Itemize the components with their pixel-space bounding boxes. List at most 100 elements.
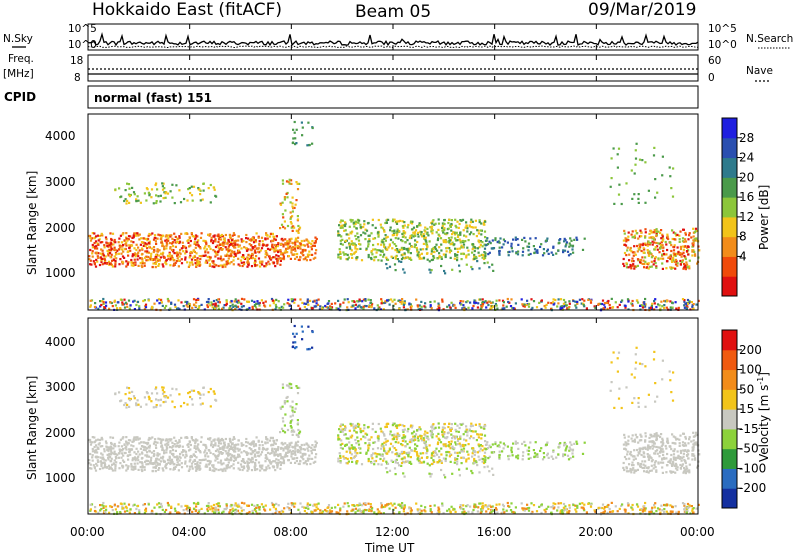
power-cell [629,265,632,268]
power-cell [250,239,253,242]
power-cell [456,239,459,242]
power-cell [524,240,527,243]
velocity-cell [223,443,226,447]
velocity-cell [683,469,686,472]
power-cell [557,302,560,305]
velocity-cell [474,430,477,433]
power-cell [129,235,132,238]
power-cell [638,158,642,161]
power-cell [655,228,658,231]
velocity-cell [130,468,133,471]
power-cell [192,256,195,259]
power-cell [289,220,292,224]
power-cell [346,253,349,256]
power-cell [252,241,256,244]
power-cell [356,300,359,303]
power-cell [676,264,679,267]
power-cell [408,303,411,306]
power-cell [207,251,210,254]
power-cell [686,306,689,309]
velocity-cell [158,458,161,461]
power-cell [381,241,384,244]
power-cell [240,247,243,250]
power-cell [176,240,179,243]
power-cell [648,306,651,309]
velocity-cell [261,467,264,470]
velocity-cell [105,466,109,469]
power-cell [230,261,233,264]
velocity-cell [188,460,191,463]
power-cell [294,243,297,246]
power-cell [540,307,543,311]
velocity-cell [126,443,129,446]
power-cell [571,248,574,251]
power-cell [127,299,131,302]
power-cell [679,247,683,251]
velocity-cell [629,467,632,471]
power-cell [460,244,463,247]
power-cell [455,226,458,229]
velocity-cell [297,451,300,454]
power-cell [469,221,472,224]
power-colorbar-swatch [722,197,737,218]
power-cell [576,238,579,241]
power-cell [346,258,349,261]
velocity-cell [395,435,398,438]
velocity-cell [481,445,484,448]
velocity-cell [570,443,573,446]
power-cell [651,243,654,246]
velocity-cell [367,449,370,452]
power-cell [565,304,568,307]
power-cell [471,251,474,254]
power-cell [234,304,237,307]
power-cell [110,249,113,252]
velocity-cell [93,446,96,449]
power-cell [166,297,169,301]
velocity-cell [274,450,277,453]
power-cell [97,307,100,310]
power-cell [540,299,543,302]
power-cell [177,307,180,310]
power-cell [289,217,292,220]
velocity-cell [348,449,351,452]
power-cell [356,232,359,235]
velocity-cell [691,453,694,456]
velocity-cell [170,452,174,456]
velocity-cell [367,447,370,450]
power-cell [467,253,470,256]
power-cell [601,299,605,302]
power-cell [306,301,309,304]
power-cell [237,235,240,238]
velocity-cell [396,434,399,437]
power-cell [647,254,650,257]
velocity-cell [276,466,279,469]
power-cell [175,260,178,263]
power-cell [633,193,636,196]
power-cell [693,238,696,241]
power-cell [150,258,153,261]
velocity-cell [193,445,196,448]
velocity-cell [463,438,466,441]
velocity-cell [381,445,384,448]
power-cell [576,300,579,303]
power-cell [125,244,128,247]
velocity-cell [138,442,141,445]
power-cell [681,237,685,240]
velocity-cell [477,443,480,446]
power-cell [611,306,615,309]
power-cell [681,298,685,301]
velocity-cell [275,453,278,456]
velocity-cell [214,449,218,453]
power-cell [114,304,117,307]
velocity-cell [450,426,453,430]
power-cell [150,188,154,191]
velocity-cell [377,437,380,440]
velocity-cell [109,460,112,463]
power-cell [189,244,192,247]
velocity-cell [440,461,443,464]
power-cell [293,206,296,209]
power-cell [147,251,150,254]
power-cell [273,256,276,259]
velocity-cell [217,461,220,464]
power-cell [441,226,444,229]
